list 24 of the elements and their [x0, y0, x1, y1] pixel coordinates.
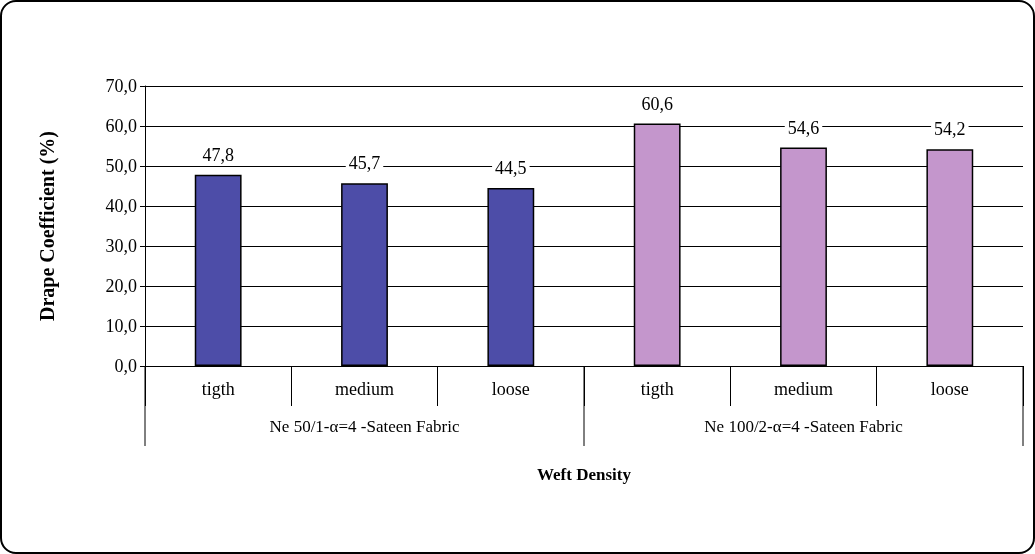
x-tick-label: tigth	[201, 379, 235, 399]
y-tick-label: 10,0	[105, 316, 137, 336]
y-tick-label: 20,0	[105, 276, 137, 296]
x-tick-label: tigth	[640, 379, 674, 399]
x-tick-label: loose	[491, 379, 530, 399]
data-label: 45,7	[348, 153, 381, 174]
data-label: 60,6	[641, 93, 673, 114]
y-tick-label: 40,0	[105, 196, 137, 216]
y-tick-label: 70,0	[105, 76, 137, 96]
text: Ne 100/2-α=4 -Sateen Fabric	[704, 416, 904, 436]
data-label: 44,5	[495, 158, 527, 178]
y-tick-label: 60,0	[105, 116, 137, 136]
data-label: 54,6	[787, 117, 820, 138]
x-tick-label: loose	[930, 379, 969, 399]
x-tick-label: medium	[335, 379, 394, 399]
y-axis-title: Drape Coefficient (%)	[36, 131, 59, 321]
data-label: 54,2	[934, 119, 966, 140]
y-tick-label: 30,0	[105, 236, 137, 256]
y-tick-label: 0,0	[114, 356, 137, 376]
y-tick-label: 50,0	[105, 156, 137, 176]
x-tick-label: medium	[774, 379, 833, 399]
text: Ne 50/1-α=4 -Sateen Fabric	[269, 416, 460, 436]
data-label: 47,8	[202, 144, 234, 165]
x-axis-title: Weft Density	[537, 465, 632, 484]
